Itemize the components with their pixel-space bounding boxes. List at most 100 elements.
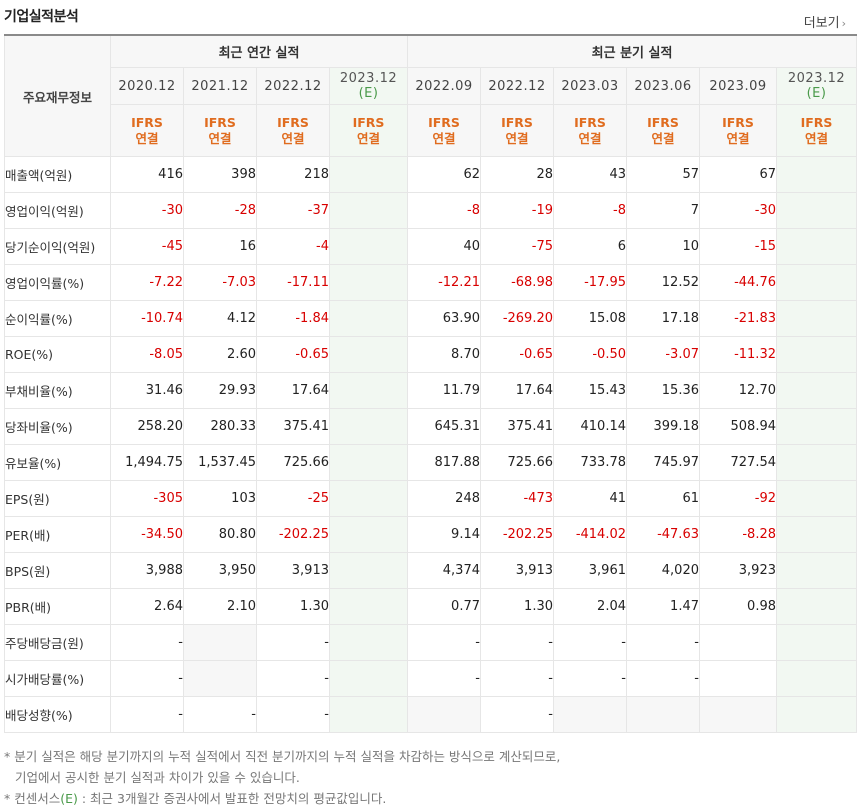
table-cell: 11.79 [407,372,481,409]
table-cell: - [626,660,700,697]
table-cell [775,588,858,625]
table-cell: -3.07 [626,336,700,373]
table-cell: 7 [626,192,700,229]
table-row: 영업이익률(%) -7.22 -7.03 -17.11 -12.21 -68.98 -17.… [4,264,858,301]
table-cell: 2.64 [110,588,184,625]
period-4: 2022.09 [407,67,481,105]
table-cell: 62 [407,156,481,193]
table-cell: -11.32 [699,336,777,373]
row-label: 시가배당률(%) [4,660,111,697]
table-row: 순이익률(%) -10.74 4.12 -1.84 63.90 -269.20 15.08 1… [4,300,858,337]
table-cell [699,624,777,661]
table-cell: -0.65 [256,336,330,373]
period-8: 2023.09 [699,67,777,105]
table-cell: 0.98 [699,588,777,625]
table-row: EPS(원) -305 103 -25 248 -473 41 61 -92 [4,480,858,517]
row-label: 영업이익(억원) [4,192,111,229]
table-cell: 416 [110,156,184,193]
table-cell: 10 [626,228,700,265]
table-cell: - [110,660,184,697]
consolidated-label: 연결 [651,130,675,146]
table-cell: 9.14 [407,516,481,553]
table-cell: - [256,624,330,661]
estimate-mark: (E) [358,86,379,101]
period-label: 2023.09 [709,78,767,94]
note-line-3-prefix: * 컨센서스 [4,791,61,806]
table-cell: -47.63 [626,516,700,553]
table-cell: -10.74 [110,300,184,337]
table-cell: -92 [699,480,777,517]
table-cell [775,408,858,445]
table-cell: 17.64 [256,372,330,409]
table-cell: 1.30 [256,588,330,625]
table-cell: 2.04 [553,588,627,625]
table-cell: 3,961 [553,552,627,589]
table-cell [183,660,257,697]
table-cell: - [256,660,330,697]
table-cell: 8.70 [407,336,481,373]
table-cell: 3,950 [183,552,257,589]
section-header: 기업실적분석 더보기 › [0,0,858,34]
table-cell: 727.54 [699,444,777,481]
table-cell [329,516,408,553]
note-line-1: * 분기 실적은 해당 분기까지의 누적 실적에서 직전 분기까지의 누적 실적… [4,749,561,764]
table-cell: 28 [480,156,554,193]
table-cell [699,696,777,733]
consolidated-label: 연결 [356,130,380,146]
more-label: 더보기 [803,16,840,31]
ifrs-badge: IFRS 연결 [775,104,858,157]
table-cell [329,660,408,697]
more-link[interactable]: 더보기 › [804,12,846,31]
table-cell: 17.64 [480,372,554,409]
consolidated-label: 연결 [726,130,750,146]
row-label: 매출액(억원) [4,156,111,193]
table-row: PBR(배) 2.64 2.10 1.30 0.77 1.30 2.04 1.47 0.98 [4,588,858,625]
table-cell: 4.12 [183,300,257,337]
ifrs-label: IFRS [428,114,460,130]
row-label: EPS(원) [4,480,111,517]
consolidated-label: 연결 [432,130,456,146]
chevron-right-icon: › [841,17,846,30]
table-cell [775,372,858,409]
table-cell [775,336,858,373]
table-cell [775,264,858,301]
table-cell: 398 [183,156,257,193]
table-cell [775,300,858,337]
table-cell: - [183,696,257,733]
row-label: 영업이익률(%) [4,264,111,301]
period-label: 2023.06 [634,78,692,94]
consolidated-label: 연결 [281,130,305,146]
table-row: 주당배당금(원) - - - - - - [4,624,858,661]
financial-table: 주요재무정보 최근 연간 실적 최근 분기 실적 2020.12 2021.12 2… [4,34,858,733]
table-cell: -30 [699,192,777,229]
table-cell: 15.08 [553,300,627,337]
table-cell: 258.20 [110,408,184,445]
section-title: 기업실적분석 [4,9,79,25]
table-cell [626,696,700,733]
table-cell: 725.66 [480,444,554,481]
table-cell: -0.50 [553,336,627,373]
table-row: 시가배당률(%) - - - - - - [4,660,858,697]
ifrs-badge: IFRS 연결 [110,104,184,157]
ifrs-label: IFRS [501,114,533,130]
table-cell: -30 [110,192,184,229]
table-cell [329,696,408,733]
period-7: 2023.06 [626,67,700,105]
table-cell: 645.31 [407,408,481,445]
table-cell [775,552,858,589]
table-cell: 61 [626,480,700,517]
ifrs-badge: IFRS 연결 [407,104,481,157]
table-cell: -34.50 [110,516,184,553]
table-cell: 31.46 [110,372,184,409]
ifrs-badge: IFRS 연결 [183,104,257,157]
table-cell: 725.66 [256,444,330,481]
consolidated-label: 연결 [208,130,232,146]
estimate-mark: (E) [806,86,827,101]
table-cell: - [407,660,481,697]
table-cell: 3,913 [256,552,330,589]
table-cell: -12.21 [407,264,481,301]
row-label: 당좌비율(%) [4,408,111,445]
note-line-2: 기업에서 공시한 분기 실적과 차이가 있을 수 있습니다. [15,770,300,785]
row-label: 부채비율(%) [4,372,111,409]
table-cell: 3,913 [480,552,554,589]
